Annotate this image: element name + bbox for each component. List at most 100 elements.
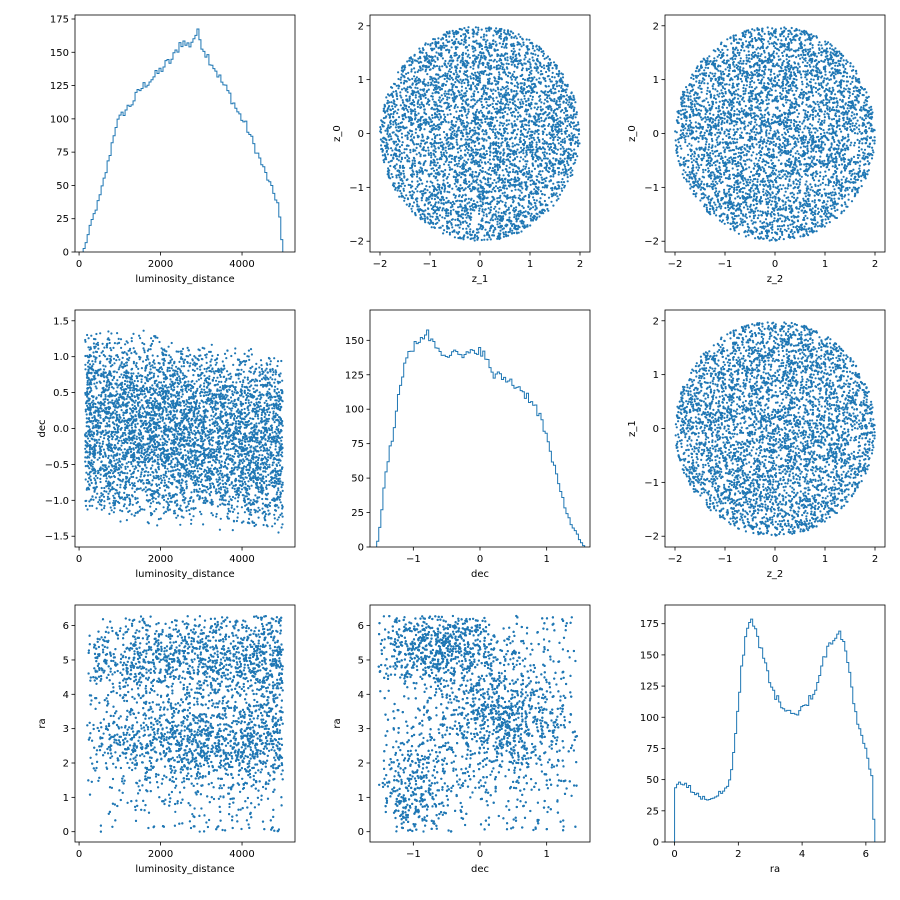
scatter-point bbox=[562, 160, 565, 163]
scatter-point bbox=[514, 95, 517, 98]
scatter-point bbox=[444, 149, 447, 152]
scatter-point bbox=[412, 156, 415, 159]
scatter-point bbox=[463, 159, 466, 162]
scatter-point bbox=[527, 193, 531, 196]
scatter-point bbox=[408, 117, 411, 120]
scatter-point bbox=[533, 167, 537, 170]
scatter-point bbox=[796, 71, 800, 74]
scatter-point bbox=[505, 99, 508, 102]
scatter-point bbox=[428, 175, 431, 178]
scatter-point bbox=[569, 104, 572, 107]
scatter-point bbox=[566, 176, 569, 179]
scatter-point bbox=[571, 117, 574, 120]
scatter-point bbox=[535, 143, 538, 146]
scatter-point bbox=[484, 153, 487, 157]
scatter-point bbox=[504, 168, 507, 171]
scatter-point bbox=[571, 173, 574, 176]
scatter-point bbox=[479, 169, 482, 172]
scatter-point bbox=[438, 112, 441, 116]
scatter-point bbox=[560, 172, 563, 175]
scatter-point bbox=[400, 194, 404, 197]
scatter-point bbox=[513, 84, 516, 87]
scatter-point bbox=[503, 212, 506, 215]
scatter-point bbox=[399, 78, 402, 81]
scatter-point bbox=[486, 87, 489, 90]
scatter-point bbox=[511, 44, 515, 47]
scatter-point bbox=[386, 130, 389, 133]
scatter-point bbox=[424, 65, 427, 68]
scatter-point bbox=[456, 118, 459, 121]
scatter-point bbox=[764, 225, 767, 228]
x-tick-label: 2000 bbox=[148, 259, 173, 270]
scatter-point bbox=[386, 93, 390, 96]
scatter-point bbox=[401, 179, 404, 182]
y-tick-label: 125 bbox=[50, 81, 69, 92]
scatter-point bbox=[476, 71, 479, 74]
scatter-point bbox=[548, 167, 551, 170]
scatter-point bbox=[567, 154, 570, 157]
scatter-point bbox=[461, 167, 464, 170]
scatter-point bbox=[388, 133, 391, 136]
scatter-point bbox=[506, 132, 509, 135]
scatter-point bbox=[560, 86, 563, 89]
scatter-point bbox=[419, 213, 422, 216]
scatter-point bbox=[505, 33, 508, 36]
scatter-point bbox=[527, 79, 530, 82]
scatter-point bbox=[472, 77, 475, 80]
scatter-point bbox=[435, 73, 438, 76]
scatter-point bbox=[487, 64, 490, 67]
scatter-point bbox=[433, 153, 436, 156]
scatter-point bbox=[775, 169, 778, 172]
scatter-point bbox=[446, 190, 449, 193]
scatter-point bbox=[465, 114, 468, 117]
scatter-point bbox=[513, 163, 516, 166]
scatter-point bbox=[476, 151, 479, 154]
scatter-point bbox=[498, 219, 501, 222]
scatter-point bbox=[709, 152, 712, 155]
scatter-point bbox=[493, 198, 496, 201]
scatter-point bbox=[504, 184, 507, 187]
scatter-point bbox=[408, 86, 411, 89]
scatter-point bbox=[408, 203, 411, 206]
scatter-point bbox=[457, 236, 460, 240]
scatter-point bbox=[697, 169, 700, 172]
scatter-point bbox=[543, 151, 546, 154]
scatter-point bbox=[416, 190, 419, 193]
scatter-point bbox=[405, 94, 408, 97]
scatter-point bbox=[489, 184, 492, 187]
scatter-point bbox=[438, 219, 441, 222]
scatter-point bbox=[513, 120, 516, 123]
scatter-point bbox=[537, 172, 540, 176]
scatter-point bbox=[429, 151, 432, 155]
scatter-point bbox=[417, 77, 420, 80]
scatter-point bbox=[445, 139, 448, 142]
scatter-point bbox=[571, 169, 574, 172]
scatter-point bbox=[432, 188, 436, 191]
scatter-point bbox=[514, 178, 517, 181]
scatter-point bbox=[491, 182, 494, 185]
scatter-point bbox=[430, 226, 433, 229]
scatter-point bbox=[454, 81, 457, 84]
scatter-point bbox=[694, 195, 697, 198]
scatter-point bbox=[495, 27, 498, 30]
scatter-point bbox=[437, 42, 440, 45]
scatter-point bbox=[448, 128, 451, 131]
scatter-point bbox=[383, 137, 386, 140]
scatter-point bbox=[472, 93, 476, 96]
scatter-point bbox=[552, 123, 555, 126]
scatter-point bbox=[535, 146, 538, 149]
scatter-point bbox=[506, 141, 509, 144]
scatter-point bbox=[548, 123, 551, 126]
scatter-point bbox=[390, 93, 393, 96]
scatter-point bbox=[384, 129, 387, 132]
scatter-point bbox=[406, 178, 409, 181]
scatter-point bbox=[485, 73, 488, 76]
scatter-point bbox=[553, 119, 556, 122]
scatter-point bbox=[408, 64, 411, 67]
scatter-point bbox=[543, 57, 546, 60]
scatter-point bbox=[418, 125, 422, 128]
scatter-point bbox=[552, 139, 555, 142]
scatter-point bbox=[466, 84, 470, 87]
scatter-point bbox=[430, 55, 433, 58]
scatter-point bbox=[533, 66, 536, 69]
